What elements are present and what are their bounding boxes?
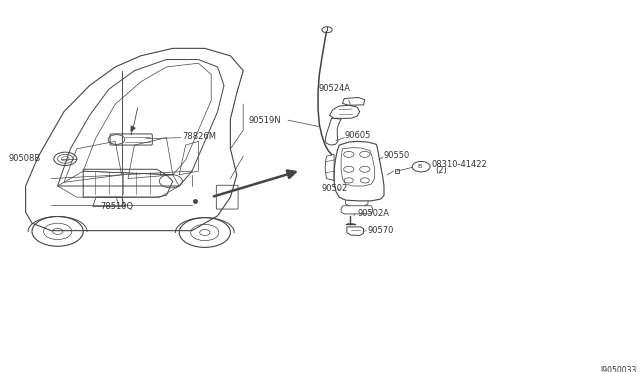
Text: J9050033: J9050033 (600, 366, 637, 372)
Text: 78510Q: 78510Q (100, 202, 134, 211)
Text: 90570: 90570 (368, 226, 394, 235)
Text: 90502A: 90502A (357, 209, 389, 218)
Text: 90508B: 90508B (8, 154, 40, 163)
Text: 90605: 90605 (344, 131, 371, 140)
Text: 90519N: 90519N (248, 116, 281, 125)
Text: 78826M: 78826M (182, 132, 216, 141)
Text: B: B (417, 164, 421, 169)
Text: 90524A: 90524A (318, 84, 350, 93)
Text: 08310-41422: 08310-41422 (432, 160, 488, 169)
Text: 90502: 90502 (321, 185, 348, 193)
Text: 90550: 90550 (384, 151, 410, 160)
Text: (2): (2) (435, 166, 447, 174)
